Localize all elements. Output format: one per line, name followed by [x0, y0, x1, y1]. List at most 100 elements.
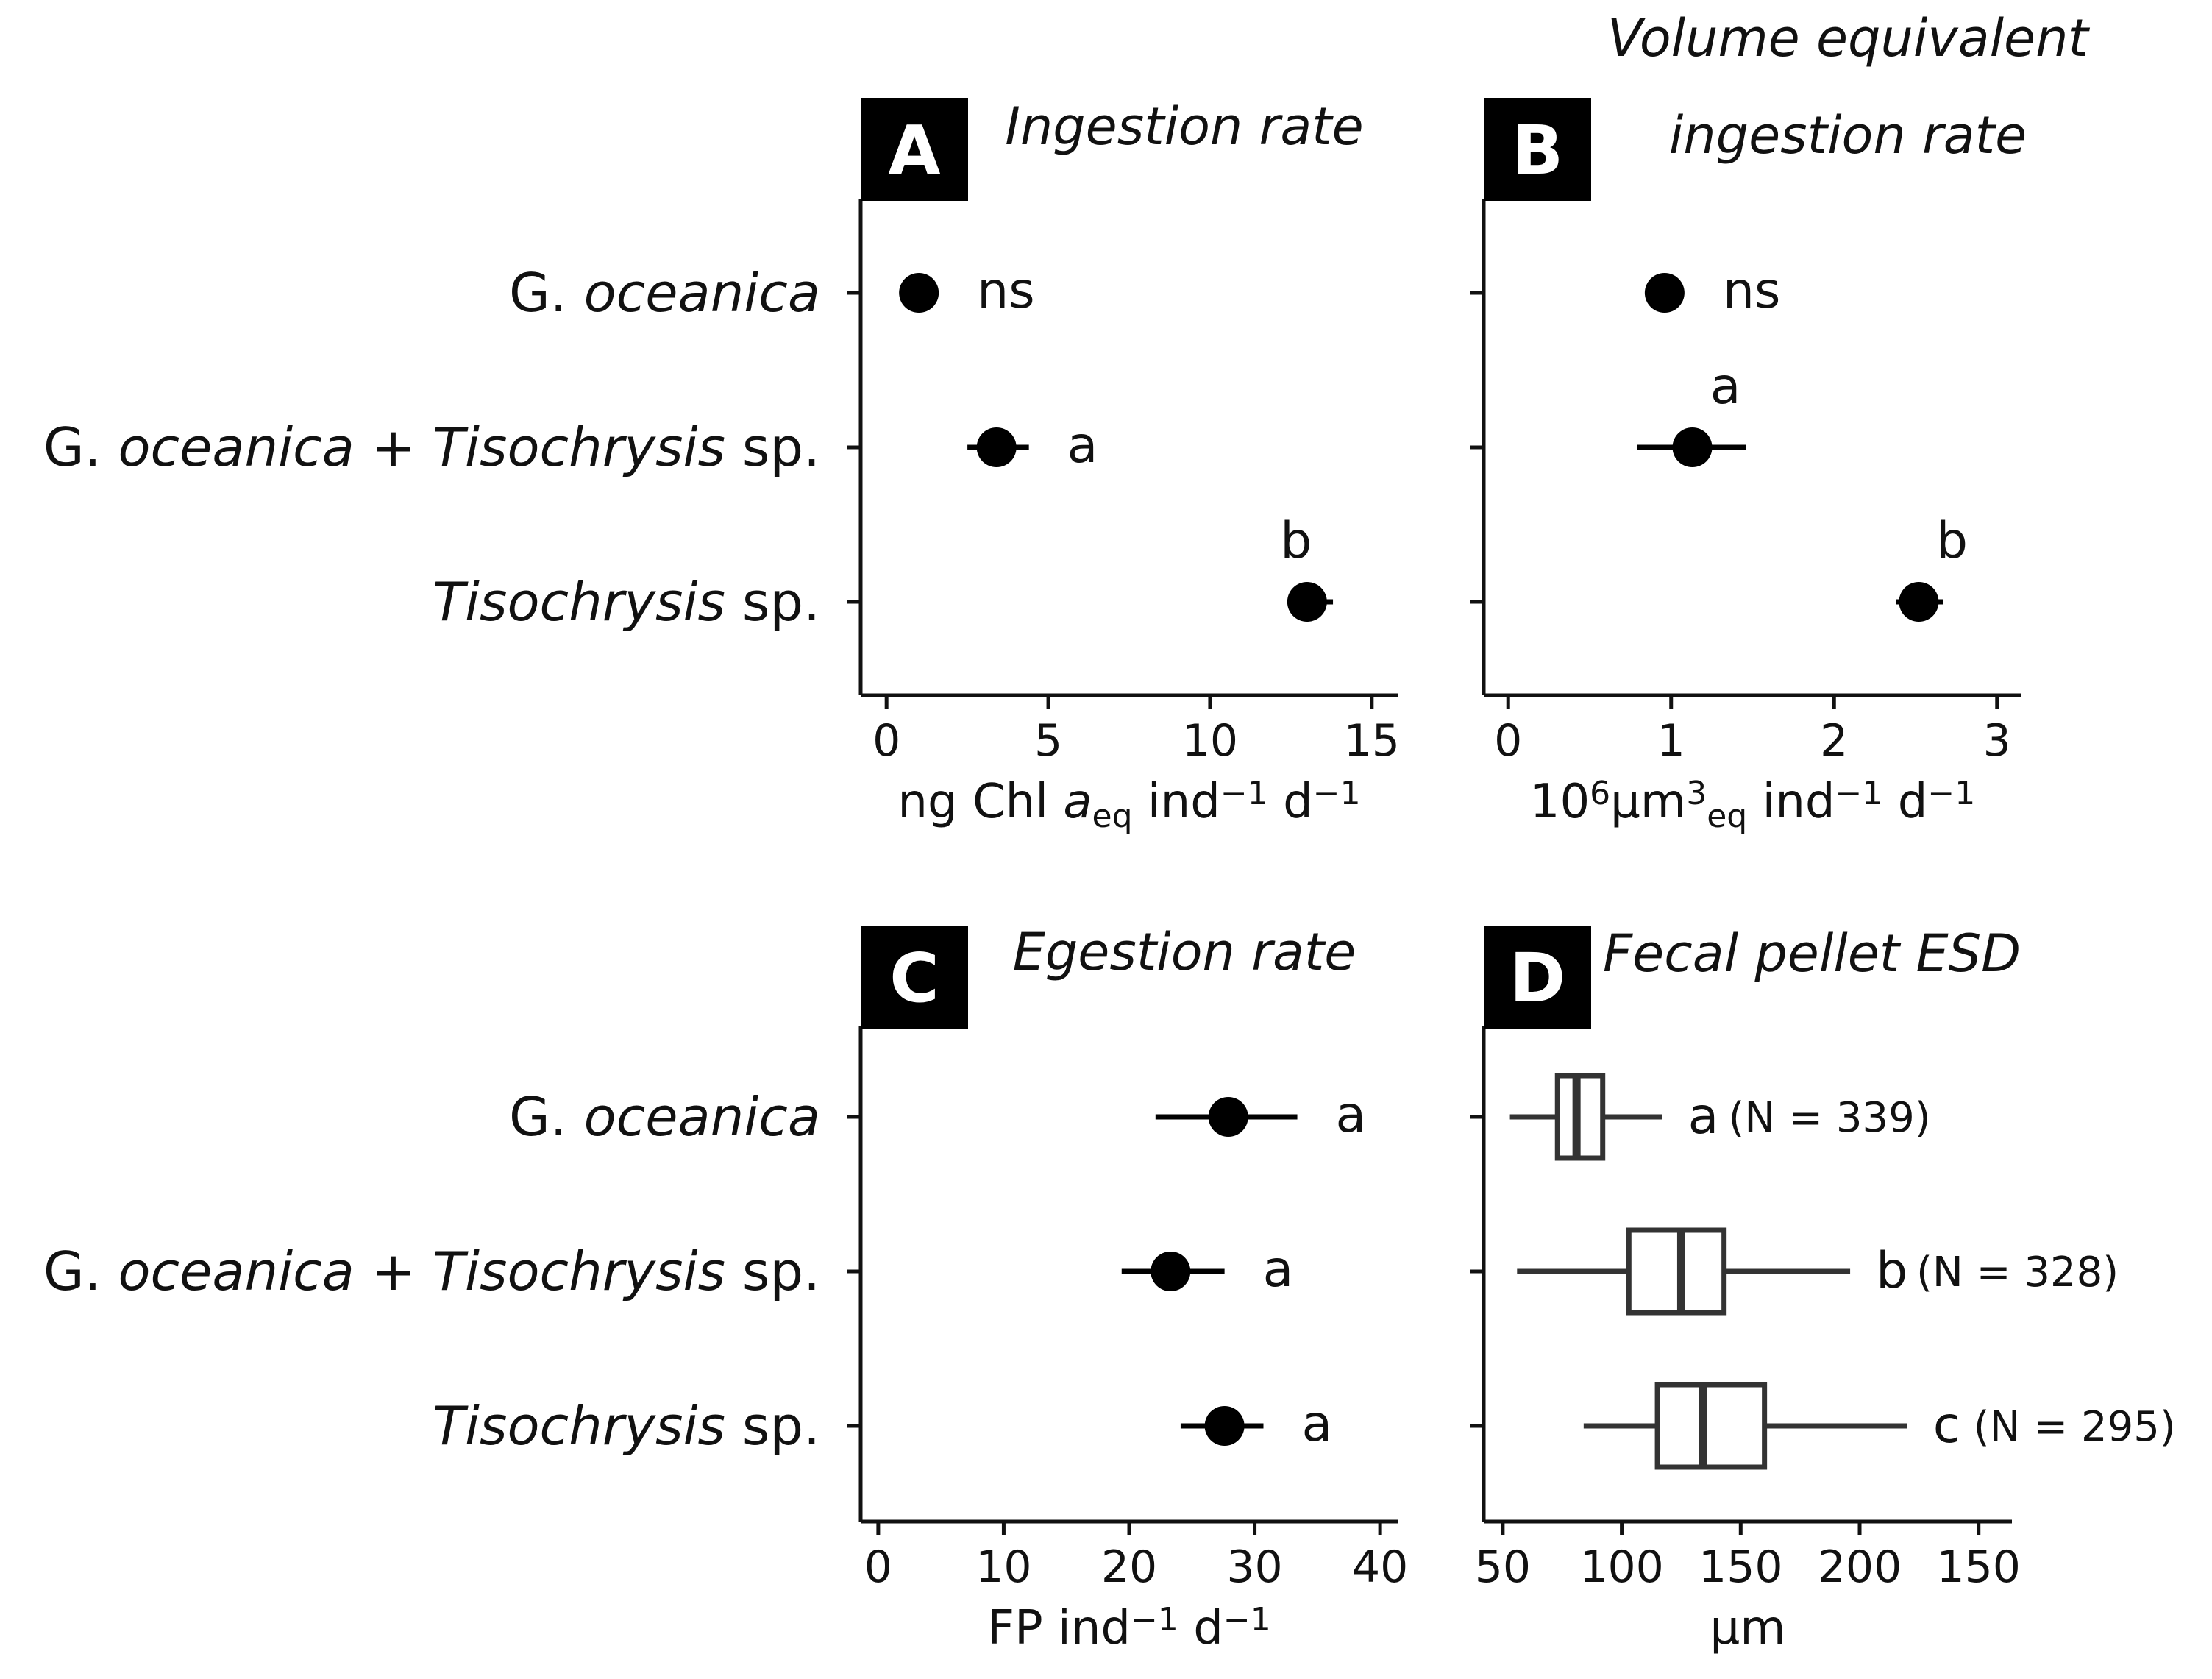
data-point — [899, 273, 939, 313]
category-label: Tisochrysis sp. — [433, 1395, 820, 1457]
panel-badge — [861, 926, 968, 1029]
box-iqr — [1626, 1227, 1727, 1316]
significance-label: a — [1067, 416, 1098, 475]
x-axis-label-part: −1 — [1927, 775, 1975, 812]
x-tick-label: 50 — [1475, 1541, 1531, 1593]
n-label: (N = 339) — [1729, 1094, 1931, 1142]
category-label-part: Tisochrysis — [433, 1395, 725, 1457]
x-tick-label: 200 — [1818, 1541, 1902, 1593]
panel-title: ingestion rate — [1669, 105, 2027, 166]
x-tick-label: 30 — [1226, 1541, 1282, 1593]
significance-label: a — [1302, 1395, 1333, 1453]
x-tick-label: 20 — [1101, 1541, 1157, 1593]
category-label-part: oceanica — [118, 1240, 354, 1302]
category-label-part: G. — [509, 262, 584, 324]
category-label-part: oceanica — [584, 262, 820, 324]
x-axis-label: 106µm3eq ind−1 d−1 — [1530, 775, 1976, 835]
x-axis-label-part: ng Chl — [897, 775, 1063, 829]
x-axis-label: FP ind−1 d−1 — [987, 1601, 1270, 1655]
significance-label: b — [1280, 512, 1312, 570]
panel-badge-letter: A — [888, 111, 940, 190]
category-label: G. oceanica — [509, 262, 820, 324]
data-point — [1151, 1252, 1191, 1291]
x-axis-label-part: d — [1882, 775, 1927, 829]
x-axis-label-part: µm — [1710, 1601, 1785, 1655]
x-axis-label-part: ind — [1133, 775, 1220, 829]
data-point — [1644, 273, 1685, 313]
data-point — [1204, 1406, 1245, 1446]
panel-title: Ingestion rate — [1005, 96, 1364, 157]
x-tick-label: 3 — [1983, 715, 2011, 767]
x-tick-label: 0 — [872, 715, 900, 767]
category-label-part: sp. — [725, 571, 820, 633]
x-axis-label-part: −1 — [1220, 775, 1268, 812]
x-tick-label: 100 — [1579, 1541, 1664, 1593]
n-label: (N = 295) — [1974, 1403, 2176, 1451]
data-point — [1287, 582, 1327, 622]
x-tick-label: 5 — [1034, 715, 1062, 767]
data-point — [1672, 427, 1713, 467]
category-label-part: + — [355, 1240, 433, 1302]
category-label-part: Tisochrysis — [433, 1240, 725, 1302]
panel-badge-letter: D — [1509, 939, 1565, 1018]
x-axis-label: ng Chl aeq ind−1 d−1 — [897, 775, 1360, 835]
panel-title: Fecal pellet ESD — [1603, 923, 2021, 984]
category-label-part: G. — [43, 1240, 118, 1302]
data-point — [976, 427, 1017, 467]
x-axis-label-part: FP ind — [987, 1601, 1131, 1655]
category-label-part: sp. — [725, 1395, 820, 1457]
x-axis-label-part: µm — [1610, 775, 1686, 829]
x-axis-label-part: 10 — [1530, 775, 1590, 829]
panel-title: Volume equivalent — [1607, 8, 2090, 68]
category-label-part: sp. — [725, 1240, 820, 1302]
x-axis-label-part: d — [1178, 1601, 1223, 1655]
panel-badge — [861, 98, 968, 201]
significance-label: a — [1688, 1087, 1719, 1146]
data-point — [1208, 1097, 1248, 1137]
x-axis-label-part: eq — [1092, 798, 1133, 835]
significance-label: b — [1936, 512, 1968, 570]
significance-label: c — [1933, 1396, 1960, 1455]
n-label: (N = 328) — [1916, 1249, 2119, 1296]
x-axis-label-part: d — [1268, 775, 1313, 829]
x-tick-label: 40 — [1352, 1541, 1408, 1593]
significance-label: ns — [977, 262, 1035, 320]
x-tick-label: 15 — [1344, 715, 1400, 767]
category-label-part: G. — [509, 1086, 584, 1148]
x-axis-label-part: −1 — [1835, 775, 1883, 812]
category-label: G. oceanica + Tisochrysis sp. — [43, 1240, 820, 1302]
panel-badge-letter: C — [889, 939, 939, 1018]
x-axis-label-part: 3 — [1686, 775, 1707, 812]
category-label: G. oceanica + Tisochrysis sp. — [43, 416, 820, 478]
data-point — [1899, 582, 1939, 622]
x-axis-label-part: −1 — [1223, 1601, 1271, 1639]
category-label: Tisochrysis sp. — [433, 571, 820, 633]
x-axis-label-part: −1 — [1313, 775, 1361, 812]
category-label-part: Tisochrysis — [433, 416, 725, 478]
category-label-part: Tisochrysis — [433, 571, 725, 633]
significance-label: a — [1336, 1086, 1367, 1144]
x-axis-label-part: −1 — [1131, 1601, 1178, 1639]
x-axis-label: µm — [1710, 1601, 1785, 1655]
x-tick-label: 10 — [975, 1541, 1031, 1593]
category-label-part: sp. — [725, 416, 820, 478]
x-tick-label: 150 — [1936, 1541, 2021, 1593]
significance-label: a — [1263, 1240, 1294, 1299]
category-label-part: oceanica — [118, 416, 354, 478]
x-tick-label: 0 — [1494, 715, 1522, 767]
x-axis-label-part: a — [1063, 775, 1092, 829]
x-tick-label: 1 — [1657, 715, 1685, 767]
category-label-part: + — [355, 416, 433, 478]
x-tick-label: 150 — [1699, 1541, 1783, 1593]
x-axis-label-part: 6 — [1590, 775, 1610, 812]
panel-badge — [1484, 98, 1591, 201]
x-axis-label-part: eq — [1707, 798, 1747, 835]
significance-label: ns — [1723, 262, 1781, 320]
category-label-part: oceanica — [584, 1086, 820, 1148]
panel-title: Egestion rate — [1013, 922, 1356, 982]
x-tick-label: 10 — [1182, 715, 1238, 767]
